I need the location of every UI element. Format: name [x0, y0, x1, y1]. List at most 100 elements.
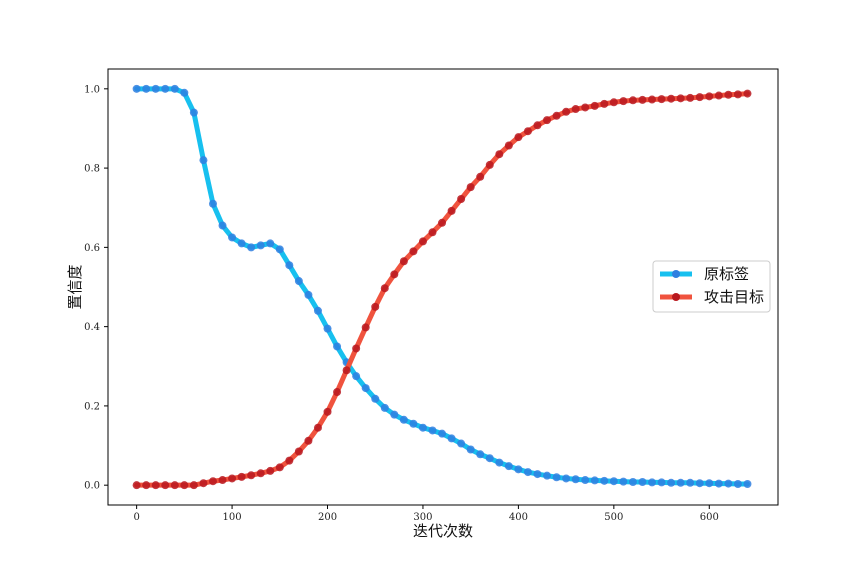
series-0-point [562, 474, 571, 483]
series-1-point [199, 479, 208, 488]
legend-swatch-marker-0 [672, 270, 680, 278]
series-1-point [409, 247, 418, 256]
series-0-point [581, 476, 590, 485]
series-0-point [552, 473, 561, 482]
x-tick-label: 500 [604, 512, 623, 523]
series-0-point [247, 243, 256, 252]
y-tick-label: 0.6 [84, 243, 100, 254]
series-1-point [170, 481, 179, 490]
series-1-point [581, 103, 590, 112]
series-1-point [180, 481, 189, 490]
series-1-point [266, 466, 275, 475]
series-1-point [609, 98, 618, 107]
series-0-point [438, 429, 447, 438]
y-axis-ticks: 0.0 0.2 0.4 0.6 0.8 1.0 [84, 84, 108, 492]
series-0-point [170, 84, 179, 93]
y-tick-label: 0.4 [84, 322, 100, 333]
series-1-point [495, 150, 504, 159]
series-0-point [151, 84, 160, 93]
series-1-point [275, 463, 284, 472]
series-1-point [285, 456, 294, 465]
series-1-point [590, 101, 599, 110]
series-1-point [667, 94, 676, 103]
x-tick-label: 600 [700, 512, 719, 523]
series-0-point [648, 478, 657, 487]
series-0-point [533, 470, 542, 479]
series-0-point [132, 84, 141, 93]
series-1-point [132, 481, 141, 490]
series-1-point [323, 407, 332, 416]
series-1-point [371, 302, 380, 311]
y-axis-title: 置信度 [66, 264, 84, 309]
series-0-point [218, 221, 227, 230]
series-1-point [304, 436, 313, 445]
series-1-point [657, 95, 666, 104]
series-1-point [619, 97, 628, 106]
series-1-point [342, 366, 351, 375]
series-1-point [390, 270, 399, 279]
series-1-point [142, 481, 151, 490]
series-1-point [552, 111, 561, 120]
series-0-point [266, 239, 275, 248]
x-tick-label: 300 [413, 512, 432, 523]
series-0-point [333, 342, 342, 351]
series-0-point [686, 478, 695, 487]
series-1-point [504, 141, 513, 150]
y-tick-label: 0.8 [84, 164, 100, 175]
series-1-point [189, 481, 198, 490]
series-0-point [714, 479, 723, 488]
x-tick-label: 400 [509, 512, 528, 523]
series-0-point [189, 108, 198, 117]
series-0-point [371, 394, 380, 403]
series-0-point [543, 471, 552, 480]
series-1-point [237, 472, 246, 481]
series-0-point [142, 84, 151, 93]
series-0-point [390, 410, 399, 419]
series-0-point [523, 468, 532, 477]
series-1-point [447, 206, 456, 215]
series-1-point [600, 99, 609, 108]
series-1-point [418, 237, 427, 246]
series-0-point [399, 415, 408, 424]
series-0-point [628, 478, 637, 487]
series-1-point [333, 388, 342, 397]
series-0-point [418, 423, 427, 432]
series-1-point [380, 284, 389, 293]
series-0-point [180, 88, 189, 97]
series-0-point [657, 478, 666, 487]
series-0-point [743, 479, 752, 488]
y-tick-label: 0.0 [84, 481, 100, 492]
series-0-point [275, 245, 284, 254]
series-1-point [294, 447, 303, 456]
legend: 原标签 攻击目标 [652, 260, 771, 313]
series-1-point [256, 469, 265, 478]
series-0-point [285, 261, 294, 270]
series-0-point [514, 465, 523, 474]
legend-swatch-marker-1 [672, 293, 680, 301]
series-0-point [294, 277, 303, 286]
series-1-point [208, 477, 217, 486]
series-1-point [151, 481, 160, 490]
series-0-point [571, 475, 580, 484]
series-0-point [447, 434, 456, 443]
series-0-point [237, 239, 246, 248]
series-1-point [476, 172, 485, 181]
series-0-point [352, 372, 361, 381]
series-0-point [428, 426, 437, 435]
series-1-point [676, 94, 685, 103]
series-0-point [638, 478, 647, 487]
series-1-point [543, 116, 552, 125]
series-1-point [686, 93, 695, 102]
series-0-point [485, 454, 494, 463]
series-1-point [514, 133, 523, 142]
series-1-point [648, 95, 657, 104]
series-0-point [705, 479, 714, 488]
series-0-point [161, 84, 170, 93]
series-0-point [733, 479, 742, 488]
series-1-point [352, 344, 361, 353]
series-1-point [161, 481, 170, 490]
series-0-point [323, 324, 332, 333]
x-axis-title: 迭代次数 [413, 522, 473, 540]
series-0-point [304, 290, 313, 299]
